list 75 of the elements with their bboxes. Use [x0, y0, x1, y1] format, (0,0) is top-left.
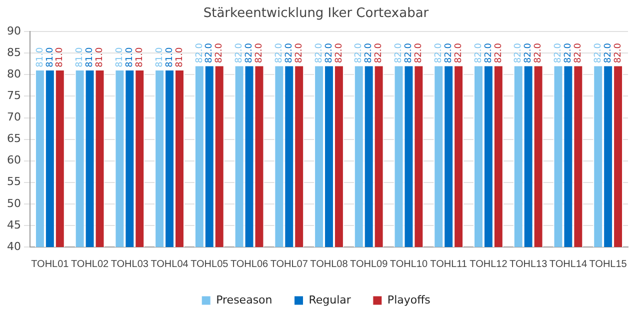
x-tick-label: TOHL04: [150, 258, 189, 270]
legend-label: Regular: [308, 293, 352, 306]
y-tick-label: 60: [6, 154, 21, 167]
data-label: 81.0: [55, 47, 66, 68]
data-label: 81.0: [125, 47, 136, 68]
x-tick-label: TOHL13: [510, 258, 548, 270]
y-tick-label: 50: [6, 196, 21, 210]
y-tick-label: 45: [6, 218, 21, 232]
data-label: 81.0: [115, 47, 126, 68]
data-label: 82.0: [593, 42, 604, 64]
data-label: 82.0: [444, 42, 454, 64]
data-label: 81.0: [95, 47, 106, 68]
y-tick-label: 80: [6, 68, 21, 81]
chart-title: Stärkeentwicklung Iker Cortexabar: [203, 6, 430, 22]
data-label: 82.0: [434, 42, 444, 64]
y-tick-label: 55: [6, 175, 21, 188]
data-label: 81.0: [154, 47, 165, 68]
x-tick-label: TOHL01: [31, 258, 70, 270]
y-tick-label: 65: [6, 132, 21, 146]
data-label: 81.0: [75, 47, 86, 68]
data-label: 82.0: [394, 42, 404, 64]
y-tick-label: 90: [6, 24, 21, 38]
x-tick-label: TOHL03: [110, 258, 149, 270]
data-label: 82.0: [494, 42, 504, 64]
data-label: 82.0: [534, 42, 544, 64]
data-label: 82.0: [194, 42, 205, 64]
x-tick-label: TOHL14: [549, 258, 588, 270]
data-label: 82.0: [613, 42, 624, 64]
y-tick-label: 85: [6, 46, 21, 59]
data-label: 82.0: [484, 42, 494, 64]
data-label: 82.0: [314, 42, 324, 64]
data-label: 81.0: [85, 47, 96, 68]
x-tick-label: TOHL06: [230, 258, 269, 270]
data-label: 82.0: [214, 42, 225, 64]
data-label: 82.0: [234, 42, 245, 64]
y-tick-label: 40: [6, 240, 21, 253]
data-label: 82.0: [603, 42, 614, 64]
data-label: 82.0: [414, 42, 424, 64]
data-label: 82.0: [574, 42, 584, 64]
data-label: 82.0: [404, 42, 414, 64]
data-label: 82.0: [334, 42, 344, 64]
x-tick-label: TOHL11: [430, 258, 468, 270]
data-label: 82.0: [274, 42, 285, 64]
y-tick-label: 75: [6, 89, 21, 102]
data-label: 82.0: [564, 42, 574, 64]
data-label: 82.0: [254, 42, 265, 64]
x-tick-label: TOHL08: [310, 258, 348, 270]
data-label: 82.0: [204, 42, 215, 64]
data-label: 82.0: [374, 42, 384, 64]
x-tick-label: TOHL09: [350, 258, 388, 270]
data-label: 82.0: [324, 42, 334, 64]
data-label: 82.0: [284, 42, 294, 64]
data-label: 81.0: [134, 47, 145, 68]
data-label: 82.0: [244, 42, 255, 64]
data-label: 81.0: [174, 47, 185, 68]
data-label: 82.0: [554, 42, 564, 64]
x-tick-label: TOHL15: [589, 258, 628, 270]
legend-label: Playoffs: [387, 293, 431, 306]
x-tick-label: TOHL07: [270, 258, 308, 270]
data-label: 81.0: [164, 47, 175, 68]
data-label: 81.0: [35, 47, 46, 68]
x-tick-label: TOHL12: [470, 258, 508, 270]
legend-label: Preseason: [216, 293, 272, 306]
data-label: 82.0: [474, 42, 484, 64]
x-tick-label: TOHL05: [190, 258, 229, 270]
data-label: 82.0: [354, 42, 364, 64]
data-label: 82.0: [294, 42, 304, 64]
data-label: 82.0: [364, 42, 374, 64]
data-label: 82.0: [514, 42, 524, 64]
data-label: 82.0: [524, 42, 534, 64]
x-tick-label: TOHL02: [70, 258, 110, 270]
data-label: 81.0: [45, 47, 56, 68]
data-label: 82.0: [454, 42, 464, 64]
x-tick-label: TOHL10: [390, 258, 428, 270]
y-tick-label: 70: [6, 110, 21, 124]
